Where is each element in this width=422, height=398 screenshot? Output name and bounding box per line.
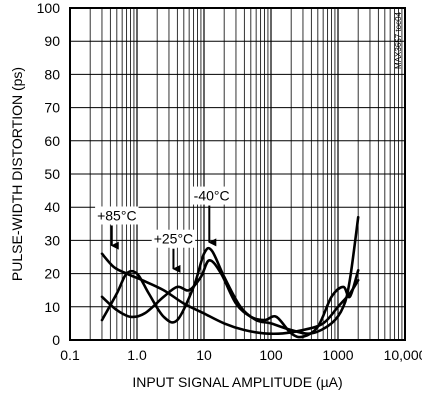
y-tick-label: 100: [37, 0, 61, 16]
series-line-85cc: [100, 252, 360, 336]
y-axis-label: PULSE-WIDTH DISTORTION (ps): [9, 67, 25, 281]
annotation-bg: [191, 186, 232, 205]
y-tick-label: 60: [44, 133, 60, 149]
x-tick-labels: 0.1 1.0 10 100 1000 10,000: [60, 347, 422, 363]
x-tick-label: 10,000: [384, 347, 422, 363]
annotation-bg: [95, 206, 139, 225]
annotations: +85°C +25°C -40°C: [95, 186, 232, 273]
figure-code: MAX3657 toc04: [394, 11, 403, 68]
series-layer: [100, 215, 360, 339]
y-tick-label: 0: [52, 332, 60, 348]
y-tick-label: 30: [44, 232, 60, 248]
y-tick-label: 10: [44, 299, 60, 315]
x-tick-label: 0.1: [60, 347, 80, 363]
annotation-label: +25°C: [154, 231, 193, 247]
y-tick-label: 70: [44, 100, 60, 116]
plot-grid: [69, 7, 406, 341]
y-tick-label: 80: [44, 66, 60, 82]
x-tick-label: 1.0: [127, 347, 147, 363]
plot-frame: [69, 7, 406, 341]
y-tick-label: 50: [44, 166, 60, 182]
y-tick-label: 90: [44, 33, 60, 49]
annotation-label: +85°C: [97, 207, 136, 223]
x-axis-label: INPUT SIGNAL AMPLITUDE (µA): [132, 374, 342, 390]
series-line-25cc: [100, 259, 360, 339]
x-tick-label: 100: [259, 347, 283, 363]
y-tick-labels: 0 10 20 30 40 50 60 70 80 90 100: [37, 0, 61, 348]
x-tick-label: 10: [196, 347, 212, 363]
annotation-bg: [151, 229, 196, 248]
x-tick-label: 1000: [322, 347, 353, 363]
annotation-label: -40°C: [194, 188, 230, 204]
y-tick-label: 40: [44, 199, 60, 215]
series-line-40cc: [100, 215, 360, 335]
y-tick-label: 20: [44, 266, 60, 282]
